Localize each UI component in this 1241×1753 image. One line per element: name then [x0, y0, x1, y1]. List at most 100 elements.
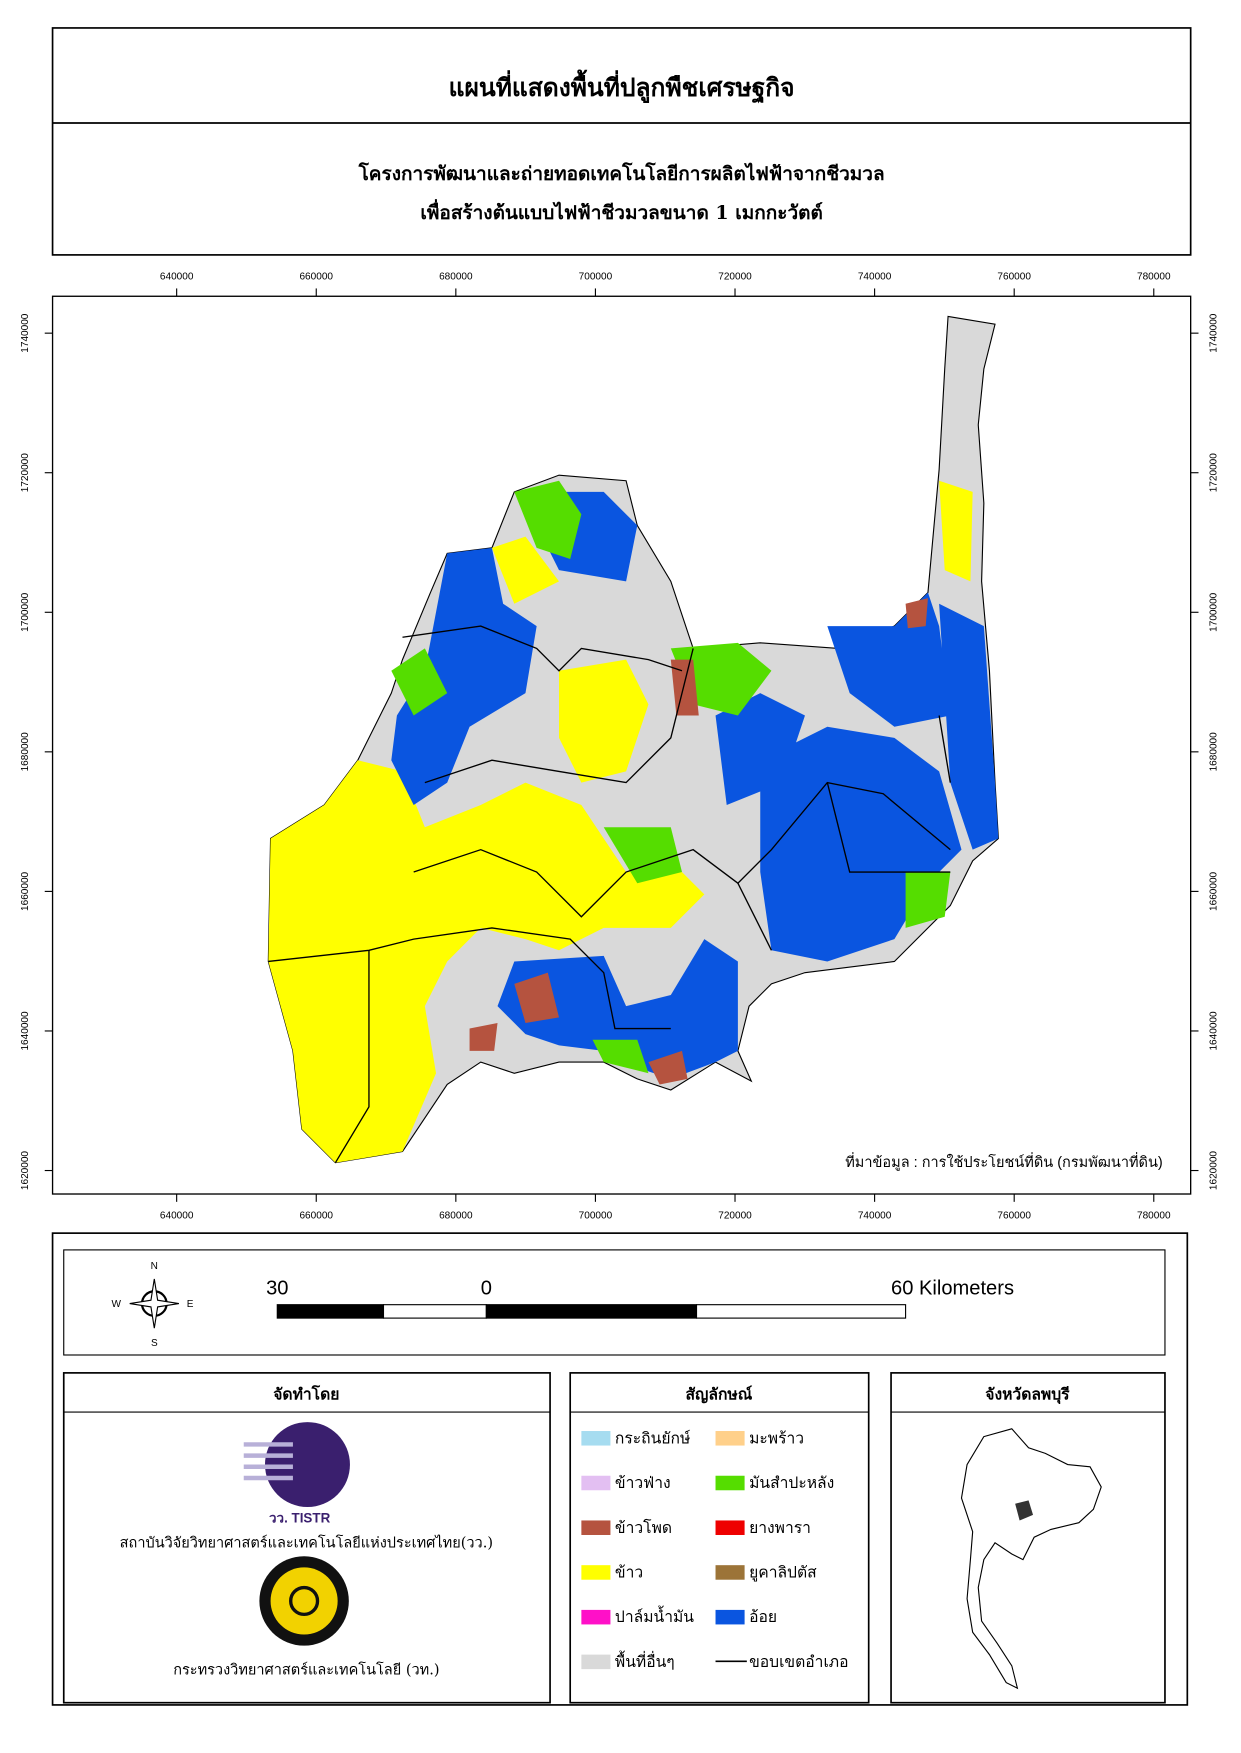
- rice-area: [268, 760, 705, 1163]
- sugarcane-area: [497, 491, 738, 1079]
- y-tick-label: 1660000: [1208, 871, 1219, 911]
- district-line: [334, 715, 951, 1164]
- legend-swatch: [715, 1609, 745, 1625]
- legend-box: [569, 1372, 870, 1704]
- legend-swatch: [581, 1431, 611, 1446]
- legend-label: มะพร้าว: [749, 1428, 804, 1447]
- organization: สถาบันวิจัยวิทยาศาสตร์และเทคโนโลยีแห่งปร…: [120, 1533, 493, 1551]
- x-tick-label: 720000: [718, 1211, 752, 1222]
- x-tick-label: 680000: [439, 1211, 473, 1222]
- y-tick-label: 1720000: [20, 453, 31, 493]
- title-box: [51, 27, 1192, 256]
- x-tick-label: 640000: [160, 1211, 194, 1222]
- y-tick-label: 1700000: [1208, 592, 1219, 632]
- title: แผนที่แสดงพื้นที่ปลูกพืชเศรษฐกิจ: [449, 69, 795, 104]
- x-tick-label: 740000: [858, 1211, 892, 1222]
- compass: N S E W: [112, 1261, 194, 1349]
- legend-title: สัญลักษณ์: [686, 1385, 753, 1405]
- y-tick-label: 1700000: [20, 592, 31, 632]
- source-note: ที่มาข้อมูล : การใช้ประโยชน์ที่ดิน (กรมพ…: [845, 1152, 1163, 1171]
- subtitle: เพื่อสร้างต้นแบบไฟฟ้าชีวมวลขนาด 1 เมกกะว…: [420, 199, 822, 224]
- producer-box: [62, 1372, 551, 1704]
- y-tick-label: 1660000: [20, 871, 31, 911]
- y-tick-label: 1620000: [20, 1151, 31, 1191]
- district-boundaries: [268, 625, 951, 1164]
- district-line: [424, 648, 694, 784]
- legend-label: ปาล์มน้ำมัน: [615, 1605, 694, 1626]
- x-tick-label: 640000: [160, 271, 194, 282]
- legend-swatch: [581, 1475, 611, 1491]
- x-tick-label: 700000: [579, 1211, 613, 1222]
- legend-label: ข้าวโพด: [615, 1518, 672, 1537]
- legend-swatch: [715, 1520, 745, 1535]
- legend-swatch: [581, 1565, 611, 1580]
- y-tick-label: 1740000: [20, 313, 31, 353]
- legend-swatch: [581, 1654, 611, 1670]
- legend-label: อ้อย: [749, 1607, 777, 1626]
- x-tick-label: 720000: [718, 271, 752, 282]
- logo-text: วว. TISTR: [269, 1511, 331, 1526]
- x-tick-label: 780000: [1137, 1211, 1171, 1222]
- legend-swatch: [715, 1565, 745, 1580]
- legend-swatch: [581, 1520, 611, 1535]
- scale-segment: [485, 1304, 698, 1319]
- compass-s: S: [151, 1338, 158, 1349]
- y-tick-label: 1620000: [1208, 1151, 1219, 1191]
- subtitle: โครงการพัฒนาและถ่ายทอดเทคโนโลยีการผลิตไฟ…: [358, 162, 885, 185]
- province-map: [267, 315, 999, 1164]
- legend-swatch: [715, 1431, 745, 1446]
- legend-label: ยางพารา: [749, 1518, 811, 1537]
- scale-segment: [695, 1304, 907, 1319]
- y-tick-label: 1640000: [1208, 1011, 1219, 1051]
- legend-label: พื้นที่อื่นๆ: [615, 1650, 675, 1671]
- x-tick-label: 780000: [1137, 271, 1171, 282]
- thailand-outline: [960, 1428, 1102, 1690]
- district-line: [268, 927, 671, 1030]
- x-tick-label: 760000: [997, 271, 1031, 282]
- district-line: [413, 781, 951, 918]
- y-tick-label: 1740000: [1208, 313, 1219, 353]
- district-line: [402, 625, 683, 672]
- scale-segment: [276, 1304, 385, 1319]
- x-tick-label: 660000: [299, 1211, 333, 1222]
- x-tick-label: 760000: [997, 1211, 1031, 1222]
- legend-label: กระถินยักษ์: [615, 1428, 691, 1447]
- legend-label: ยูคาลิปตัส: [749, 1562, 817, 1582]
- x-tick-label: 740000: [858, 271, 892, 282]
- lopburi-location: [1015, 1500, 1034, 1521]
- legend-swatch: [715, 1475, 745, 1491]
- scale-label: 0: [481, 1278, 492, 1300]
- inset-title: จังหวัดลพบุรี: [985, 1385, 1070, 1405]
- tistr-logo: วว. TISTR: [243, 1422, 350, 1526]
- x-tick-label: 700000: [579, 271, 613, 282]
- y-tick-label: 1640000: [20, 1011, 31, 1051]
- logo-emblem: [289, 1585, 320, 1617]
- x-tick-label: 660000: [299, 271, 333, 282]
- y-tick-label: 1680000: [20, 732, 31, 772]
- legend-label: ขอบเขตอำเภอ: [749, 1652, 848, 1671]
- legend-label: มันสำปะหลัง: [749, 1473, 834, 1492]
- scale-box: [63, 1249, 1166, 1356]
- legend-label: ข้าวฟ่าง: [615, 1473, 671, 1492]
- organization: กระทรวงวิทยาศาสตร์และเทคโนโลยี (วท.): [173, 1661, 439, 1679]
- compass-star: [129, 1278, 179, 1329]
- scale-segment: [382, 1304, 487, 1319]
- compass-w: W: [112, 1299, 122, 1310]
- legend-swatch: [581, 1609, 611, 1625]
- logo-inner: [270, 1567, 338, 1635]
- map-frame: [51, 295, 1192, 1195]
- scale-label: 30: [266, 1278, 288, 1300]
- x-tick-label: 680000: [439, 271, 473, 282]
- marginalia-box: [51, 1232, 1189, 1706]
- compass-e: E: [187, 1299, 194, 1310]
- legend-label: ข้าว: [615, 1562, 643, 1581]
- ministry-logo: [259, 1556, 349, 1646]
- compass-n: N: [151, 1261, 158, 1272]
- scale-label: 60 Kilometers: [891, 1278, 1014, 1300]
- scale-bar: [276, 1304, 907, 1319]
- y-tick-label: 1720000: [1208, 453, 1219, 493]
- producer-title: จัดทำโดย: [273, 1385, 339, 1404]
- inset-box: [890, 1372, 1166, 1704]
